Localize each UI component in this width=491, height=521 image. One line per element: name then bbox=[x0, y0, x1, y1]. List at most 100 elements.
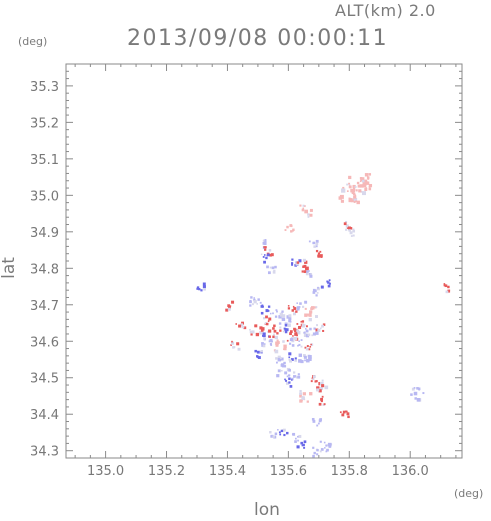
data-point-pixel bbox=[279, 329, 282, 332]
y-tick-label: 34.6 bbox=[30, 335, 59, 350]
data-point-pixel bbox=[362, 182, 367, 187]
data-point bbox=[278, 314, 292, 327]
data-point bbox=[319, 440, 333, 453]
data-point-pixel bbox=[281, 364, 285, 368]
data-point-pixel bbox=[345, 220, 348, 224]
data-point bbox=[299, 204, 313, 218]
data-point-pixel bbox=[272, 327, 275, 330]
data-point-pixel bbox=[291, 379, 293, 381]
data-point-pixel bbox=[327, 284, 331, 288]
data-point-pixel bbox=[411, 387, 415, 391]
data-point-pixel bbox=[312, 291, 316, 294]
data-point-pixel bbox=[308, 357, 312, 361]
data-point-pixel bbox=[277, 355, 281, 359]
data-point-pixel bbox=[230, 344, 232, 346]
data-point-pixel bbox=[307, 215, 310, 218]
data-point-pixel bbox=[238, 324, 242, 328]
timestamp: 2013/09/08 00:00:11 bbox=[127, 26, 389, 51]
data-point-pixel bbox=[228, 306, 231, 309]
data-point-pixel bbox=[249, 300, 252, 304]
data-point-pixel bbox=[288, 377, 291, 380]
data-point-pixel bbox=[309, 208, 313, 212]
data-point bbox=[318, 395, 326, 406]
data-point-pixel bbox=[339, 194, 344, 199]
x-axis-label: lon bbox=[254, 500, 280, 520]
data-point-pixel bbox=[267, 310, 270, 312]
data-point-pixel bbox=[303, 440, 307, 444]
data-point-pixel bbox=[301, 396, 305, 400]
data-point bbox=[284, 224, 295, 233]
data-point-pixel bbox=[288, 317, 292, 321]
data-point-pixel bbox=[294, 357, 297, 360]
data-point-pixel bbox=[288, 358, 291, 361]
data-point-pixel bbox=[447, 289, 451, 293]
y-tick-label: 34.9 bbox=[30, 226, 59, 241]
data-point bbox=[235, 321, 247, 330]
data-point bbox=[443, 283, 451, 294]
data-point-pixel bbox=[285, 379, 288, 382]
data-point-pixel bbox=[259, 301, 262, 304]
data-point-pixel bbox=[289, 330, 293, 333]
data-point-pixel bbox=[283, 433, 286, 437]
data-point-pixel bbox=[340, 199, 344, 203]
data-point-pixel bbox=[309, 213, 313, 217]
y-unit-label: (deg) bbox=[18, 35, 48, 48]
data-point-pixel bbox=[249, 330, 253, 334]
data-point-pixel bbox=[309, 345, 312, 348]
data-point-pixel bbox=[269, 312, 272, 315]
data-point-pixel bbox=[265, 309, 269, 313]
data-point-pixel bbox=[262, 344, 266, 348]
data-point-pixel bbox=[300, 359, 304, 364]
data-point-pixel bbox=[295, 310, 298, 313]
data-point bbox=[284, 377, 293, 388]
data-point-pixel bbox=[279, 357, 282, 359]
data-point-pixel bbox=[308, 270, 310, 272]
data-point bbox=[249, 324, 265, 337]
data-point-pixel bbox=[355, 200, 357, 203]
axis-ticks: 135.0 135.2 135.4 135.6 135.8 136.0 34.3 34.4 34… bbox=[30, 63, 462, 479]
data-point-pixel bbox=[267, 320, 270, 323]
data-point-pixel bbox=[280, 314, 283, 317]
data-point-pixel bbox=[286, 339, 289, 342]
data-point-pixel bbox=[297, 375, 301, 379]
data-point-pixel bbox=[304, 209, 309, 214]
data-point-pixel bbox=[281, 310, 284, 313]
data-point-pixel bbox=[299, 399, 303, 403]
data-point-pixel bbox=[241, 321, 245, 325]
data-point-pixel bbox=[309, 310, 313, 314]
data-point-pixel bbox=[317, 328, 321, 332]
data-point-pixel bbox=[308, 273, 311, 275]
data-point-pixel bbox=[243, 326, 247, 330]
data-point-pixel bbox=[348, 185, 352, 189]
data-point-pixel bbox=[310, 343, 314, 346]
data-point-pixel bbox=[284, 229, 287, 231]
data-point-pixel bbox=[312, 332, 316, 336]
data-point-pixel bbox=[284, 322, 288, 326]
data-point-pixel bbox=[270, 253, 274, 257]
data-point-pixel bbox=[282, 330, 285, 333]
data-point-pixel bbox=[350, 235, 353, 237]
data-points bbox=[196, 173, 451, 458]
data-point-pixel bbox=[317, 254, 321, 258]
data-point-pixel bbox=[309, 272, 313, 276]
y-tick-label: 35.1 bbox=[30, 153, 59, 168]
data-point-pixel bbox=[288, 368, 291, 372]
data-point-pixel bbox=[296, 323, 299, 325]
data-point-pixel bbox=[306, 313, 309, 316]
data-point bbox=[269, 309, 286, 319]
data-point-pixel bbox=[343, 222, 347, 226]
data-point-pixel bbox=[292, 228, 295, 232]
data-point bbox=[249, 296, 262, 307]
data-point-pixel bbox=[302, 207, 305, 210]
data-point-pixel bbox=[305, 272, 309, 276]
data-point-pixel bbox=[284, 324, 288, 327]
data-point-pixel bbox=[328, 445, 332, 448]
data-point-pixel bbox=[352, 184, 356, 189]
data-point bbox=[303, 327, 319, 338]
data-point-pixel bbox=[275, 343, 279, 347]
data-point-pixel bbox=[291, 344, 295, 347]
data-point-pixel bbox=[285, 328, 289, 332]
data-point-pixel bbox=[292, 432, 296, 436]
data-point-pixel bbox=[276, 342, 279, 345]
data-point-pixel bbox=[305, 325, 308, 328]
